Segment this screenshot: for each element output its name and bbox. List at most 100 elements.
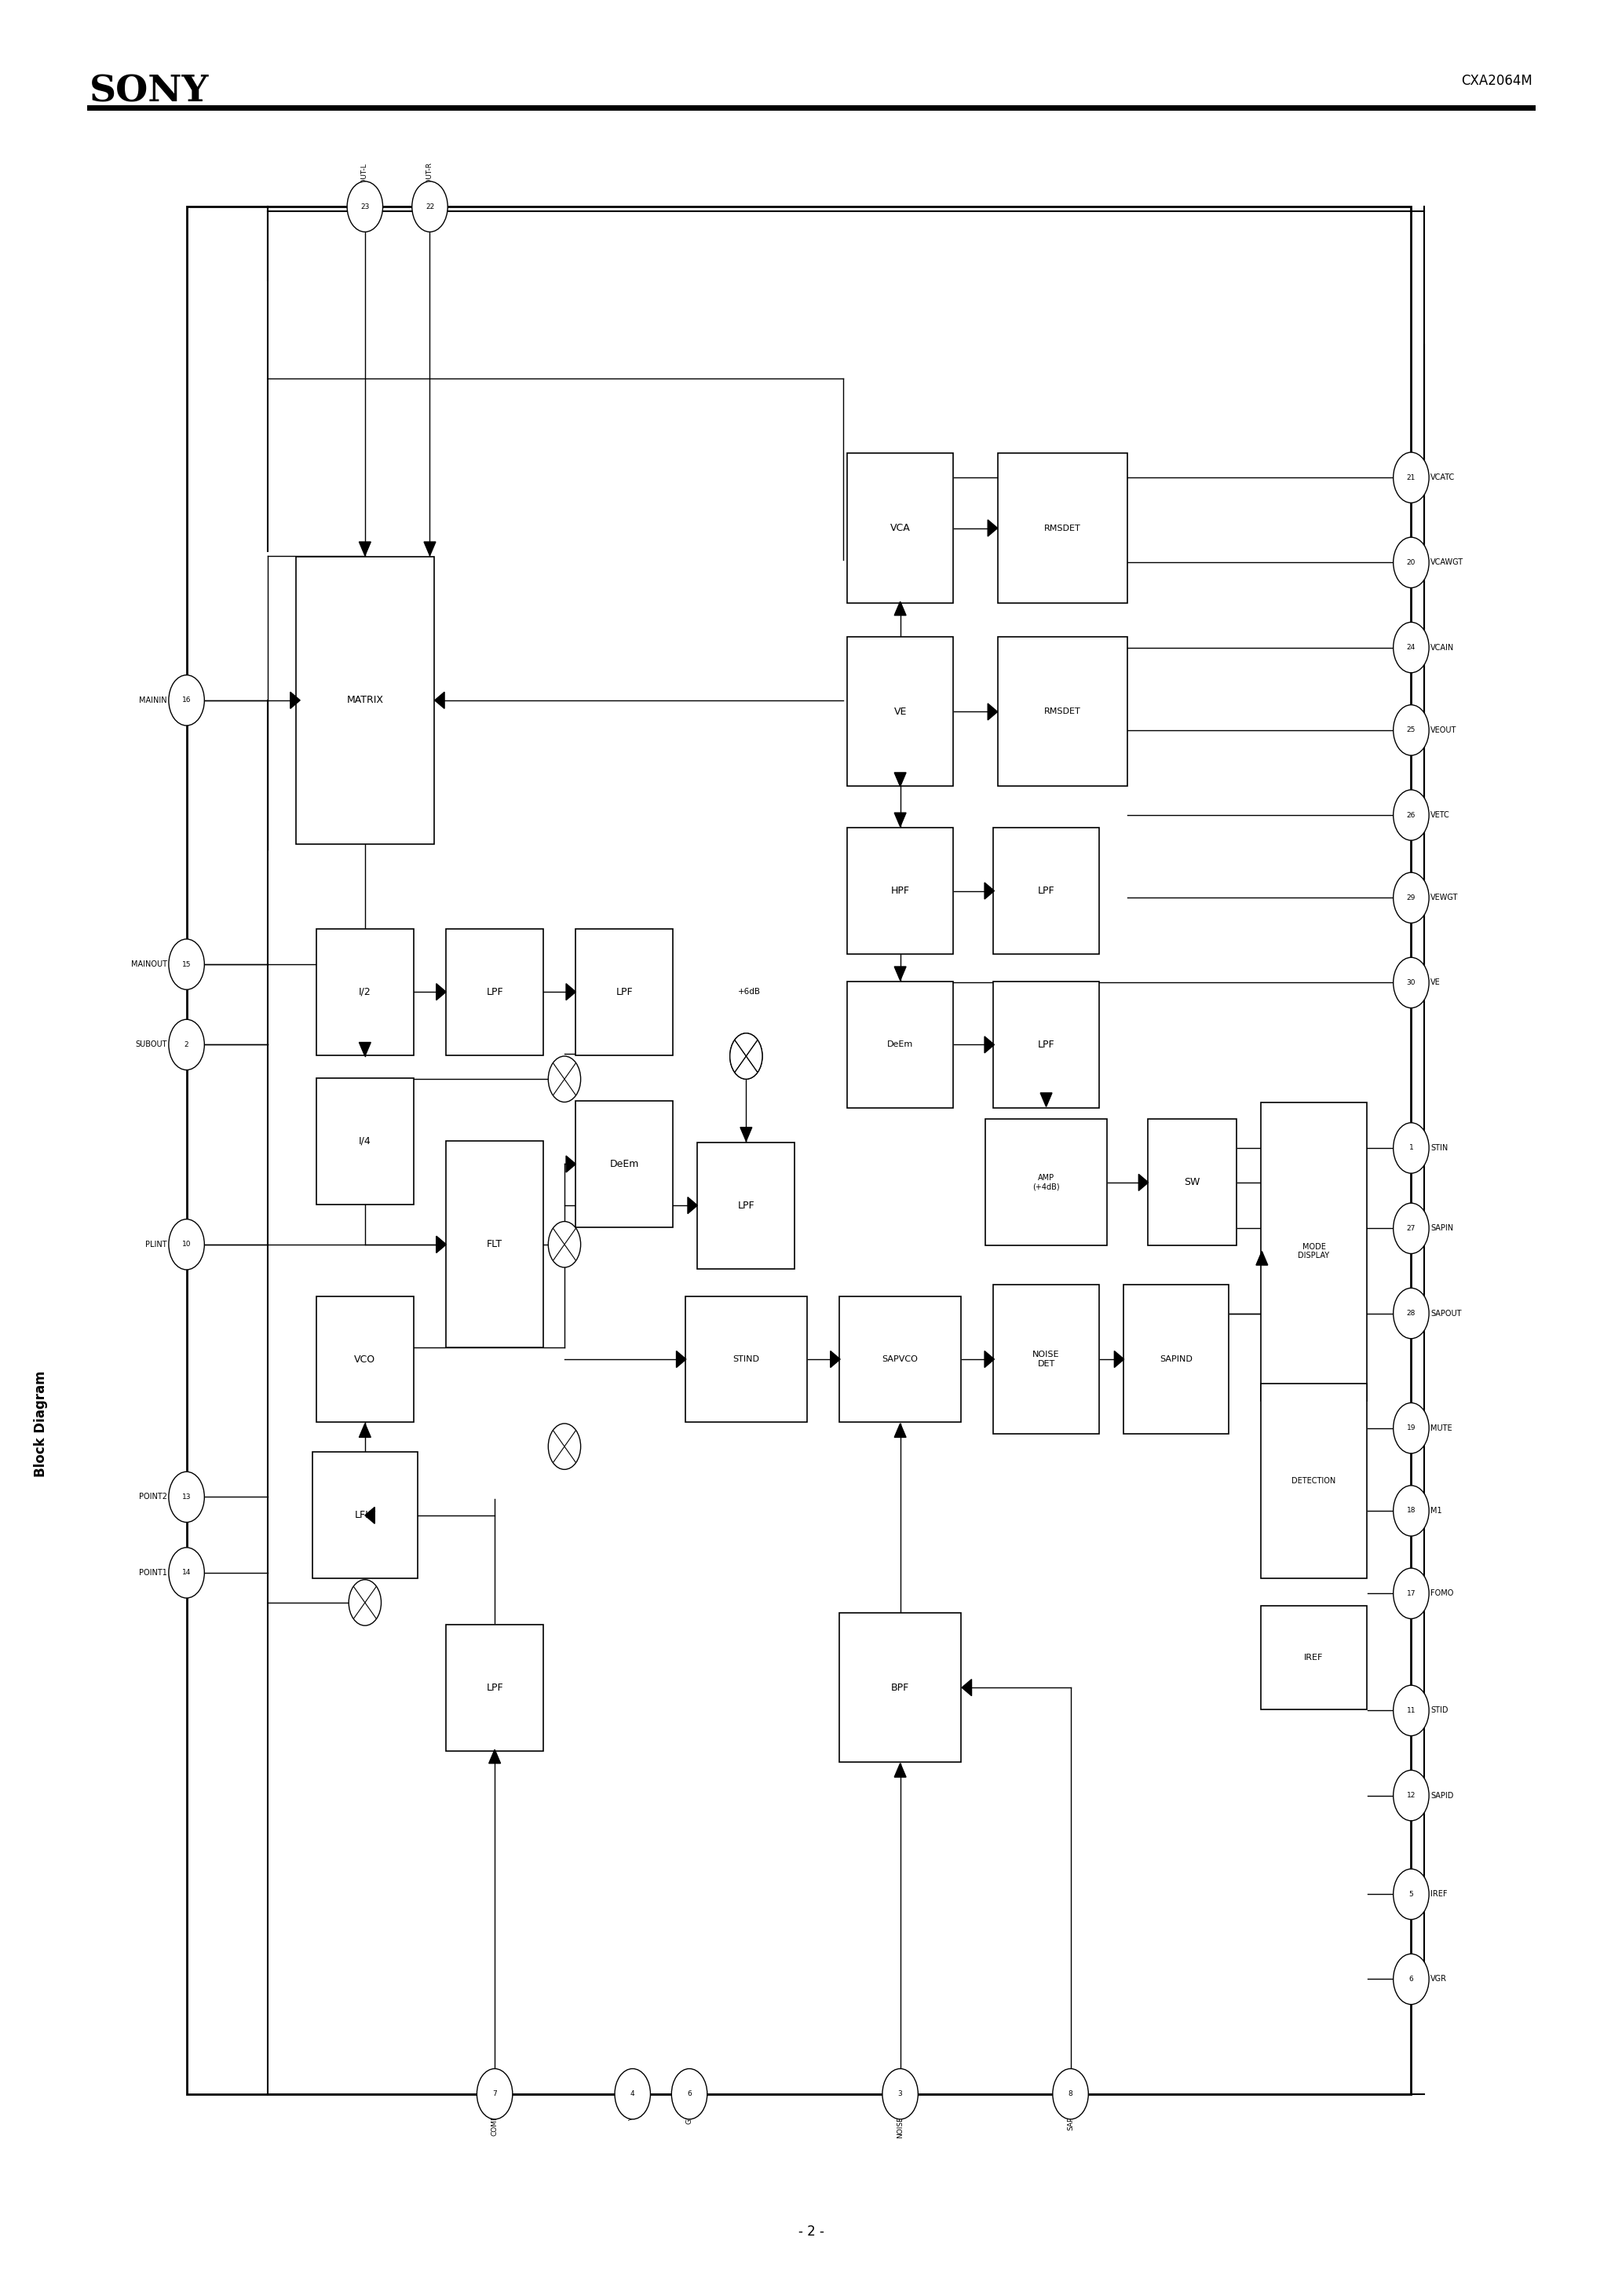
Text: 28: 28 (1406, 1309, 1416, 1318)
Text: 7: 7 (493, 2089, 496, 2099)
Bar (994, 1286, 1100, 1433)
Text: FOMO: FOMO (1431, 1589, 1453, 1598)
Text: VCO: VCO (354, 1355, 376, 1364)
Text: 19: 19 (1406, 1424, 1416, 1433)
Text: MODE
DISPLAY: MODE DISPLAY (1298, 1242, 1330, 1261)
Polygon shape (555, 1068, 564, 1086)
Polygon shape (436, 1235, 446, 1254)
Bar (1148, 1120, 1238, 1247)
Polygon shape (488, 1750, 501, 1763)
Text: VCA: VCA (890, 523, 910, 533)
Circle shape (1393, 452, 1429, 503)
Bar (848, 980, 954, 1107)
Circle shape (615, 2069, 650, 2119)
Text: 20: 20 (1406, 558, 1416, 567)
Bar (316, 928, 414, 1056)
Circle shape (730, 1033, 762, 1079)
Text: STIN: STIN (1431, 1143, 1448, 1153)
Text: LPF: LPF (616, 987, 633, 996)
Circle shape (477, 2069, 513, 2119)
Text: 15: 15 (182, 960, 191, 969)
Circle shape (1393, 1685, 1429, 1736)
Circle shape (412, 181, 448, 232)
Text: 29: 29 (1406, 893, 1416, 902)
Text: LPF: LPF (1038, 1040, 1054, 1049)
Text: 21: 21 (1406, 473, 1416, 482)
Circle shape (1393, 1954, 1429, 2004)
Text: LPF: LPF (487, 987, 503, 996)
Text: 16: 16 (182, 696, 191, 705)
Bar (446, 928, 543, 1056)
Text: 5: 5 (1410, 1890, 1413, 1899)
Text: CXA2064M: CXA2064M (1461, 73, 1533, 87)
Polygon shape (894, 813, 907, 827)
Text: MAININ: MAININ (139, 696, 167, 705)
Text: DeEm: DeEm (887, 1040, 913, 1049)
Text: TVOUT-R: TVOUT-R (427, 163, 433, 193)
Circle shape (169, 939, 204, 990)
Text: 11: 11 (1406, 1706, 1416, 1715)
Polygon shape (894, 602, 907, 615)
Circle shape (548, 1056, 581, 1102)
Text: I/2: I/2 (358, 987, 371, 996)
Circle shape (1393, 1203, 1429, 1254)
Text: 10: 10 (182, 1240, 191, 1249)
Circle shape (1393, 1486, 1429, 1536)
Circle shape (349, 1580, 381, 1626)
Polygon shape (365, 1506, 375, 1525)
Text: +6dB: +6dB (738, 987, 761, 996)
Text: STID: STID (1431, 1706, 1448, 1715)
Polygon shape (830, 1350, 840, 1368)
Bar (297, 558, 435, 845)
Circle shape (169, 675, 204, 726)
Polygon shape (988, 519, 998, 537)
Text: GND: GND (686, 2108, 693, 2124)
Circle shape (1393, 1123, 1429, 1173)
Text: MAINOUT: MAINOUT (131, 960, 167, 969)
Text: HPF: HPF (890, 886, 910, 895)
Polygon shape (1114, 1350, 1124, 1368)
Text: COMPIN: COMPIN (491, 2108, 498, 2135)
Bar (994, 827, 1100, 955)
Text: SONY: SONY (89, 73, 209, 110)
Polygon shape (290, 691, 300, 709)
Text: SAPID: SAPID (1431, 1791, 1453, 1800)
Text: RMSDET: RMSDET (1045, 523, 1080, 533)
Text: MATRIX: MATRIX (347, 696, 383, 705)
Text: VGR: VGR (1431, 1975, 1447, 1984)
Circle shape (169, 1019, 204, 1070)
Circle shape (347, 181, 383, 232)
Polygon shape (423, 542, 436, 556)
Text: 27: 27 (1406, 1224, 1416, 1233)
Circle shape (169, 1548, 204, 1598)
Text: PLINT: PLINT (146, 1240, 167, 1249)
Bar (446, 1141, 543, 1348)
Text: DeEm: DeEm (610, 1159, 639, 1169)
Bar (1262, 1382, 1366, 1580)
Circle shape (1393, 1770, 1429, 1821)
Bar (576, 928, 673, 1056)
Text: VETC: VETC (1431, 810, 1450, 820)
Polygon shape (894, 967, 907, 980)
Text: VCATC: VCATC (1431, 473, 1455, 482)
Polygon shape (740, 1127, 753, 1141)
Text: VEOUT: VEOUT (1431, 726, 1457, 735)
Bar (316, 1079, 414, 1205)
Text: 8: 8 (1069, 2089, 1072, 2099)
Polygon shape (435, 691, 444, 709)
Polygon shape (985, 882, 994, 900)
Text: 14: 14 (182, 1568, 191, 1577)
Bar (840, 1295, 960, 1424)
Text: 1: 1 (1410, 1143, 1413, 1153)
Text: LPF: LPF (1038, 886, 1054, 895)
Text: Block Diagram: Block Diagram (34, 1371, 47, 1476)
Circle shape (1393, 622, 1429, 673)
Polygon shape (1139, 1173, 1148, 1192)
Bar (1122, 1286, 1229, 1433)
Text: LFLT: LFLT (354, 1511, 376, 1520)
Text: 2: 2 (185, 1040, 188, 1049)
Polygon shape (566, 983, 576, 1001)
Polygon shape (894, 771, 907, 785)
Text: SAPOUT: SAPOUT (1431, 1309, 1461, 1318)
Circle shape (730, 1033, 762, 1079)
